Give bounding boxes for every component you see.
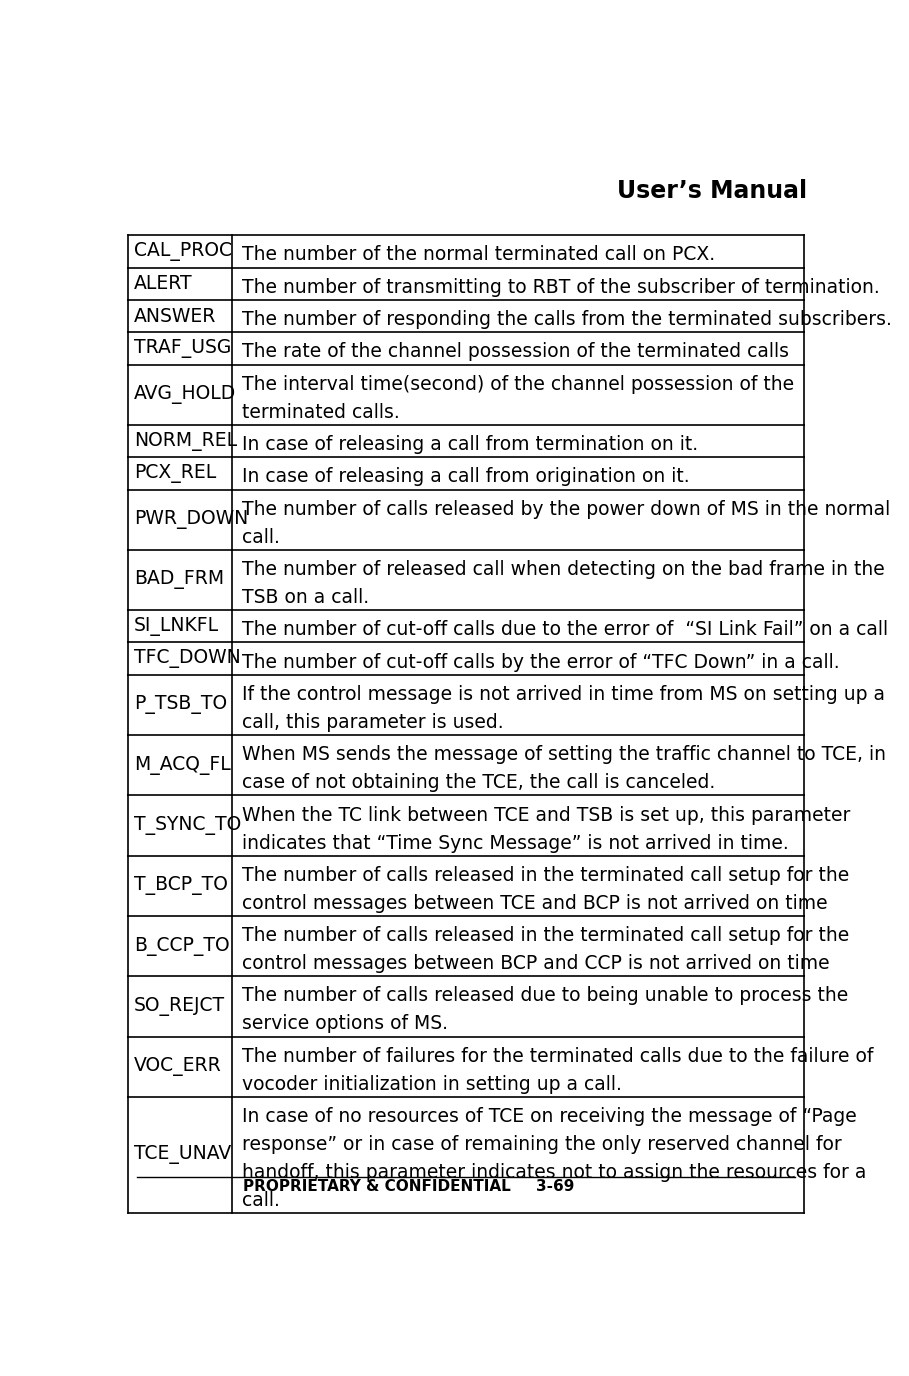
Text: case of not obtaining the TCE, the call is canceled.: case of not obtaining the TCE, the call … [242,773,715,793]
Text: AVG_HOLD: AVG_HOLD [134,385,236,405]
Text: TCE_UNAV: TCE_UNAV [134,1145,231,1164]
Text: CAL_PROC: CAL_PROC [134,242,232,261]
Text: NORM_REL: NORM_REL [134,432,237,450]
Text: T_BCP_TO: T_BCP_TO [134,877,227,896]
Text: T_SYNC_TO: T_SYNC_TO [134,816,241,835]
Text: The number of transmitting to RBT of the subscriber of termination.: The number of transmitting to RBT of the… [242,278,880,297]
Text: User’s Manual: User’s Manual [617,179,807,204]
Text: When the TC link between TCE and TSB is set up, this parameter: When the TC link between TCE and TSB is … [242,805,850,824]
Text: TFC_DOWN: TFC_DOWN [134,649,241,669]
Text: The number of responding the calls from the terminated subscribers.: The number of responding the calls from … [242,310,892,329]
Text: The number of failures for the terminated calls due to the failure of: The number of failures for the terminate… [242,1047,874,1066]
Text: The interval time(second) of the channel possession of the: The interval time(second) of the channel… [242,374,794,394]
Text: vocoder initialization in setting up a call.: vocoder initialization in setting up a c… [242,1075,622,1094]
Text: VOC_ERR: VOC_ERR [134,1057,222,1076]
Text: control messages between TCE and BCP is not arrived on time: control messages between TCE and BCP is … [242,894,827,912]
Text: If the control message is not arrived in time from MS on setting up a: If the control message is not arrived in… [242,685,884,705]
Text: In case of releasing a call from origination on it.: In case of releasing a call from origina… [242,468,689,487]
Text: service options of MS.: service options of MS. [242,1014,448,1033]
Text: PCX_REL: PCX_REL [134,464,216,483]
Text: The number of calls released in the terminated call setup for the: The number of calls released in the term… [242,866,849,885]
Text: In case of no resources of TCE on receiving the message of “Page: In case of no resources of TCE on receiv… [242,1108,856,1126]
Text: control messages between BCP and CCP is not arrived on time: control messages between BCP and CCP is … [242,954,829,973]
Text: P_TSB_TO: P_TSB_TO [134,695,227,714]
Text: call.: call. [242,528,280,546]
Text: In case of releasing a call from termination on it.: In case of releasing a call from termina… [242,435,698,454]
Text: call.: call. [242,1190,280,1210]
Text: The number of cut-off calls due to the error of  “SI Link Fail” on a call: The number of cut-off calls due to the e… [242,621,888,640]
Text: PROPRIETARY & CONFIDENTIAL: PROPRIETARY & CONFIDENTIAL [244,1179,511,1194]
Text: The number of calls released due to being unable to process the: The number of calls released due to bein… [242,987,848,1006]
Text: The number of released call when detecting on the bad frame in the: The number of released call when detecti… [242,560,884,579]
Text: handoff, this parameter indicates not to assign the resources for a: handoff, this parameter indicates not to… [242,1163,866,1182]
Text: B_CCP_TO: B_CCP_TO [134,937,229,955]
Text: call, this parameter is used.: call, this parameter is used. [242,713,504,732]
Text: SI_LNKFL: SI_LNKFL [134,616,219,636]
Text: M_ACQ_FL: M_ACQ_FL [134,755,231,775]
Text: The number of calls released by the power down of MS in the normal: The number of calls released by the powe… [242,499,890,519]
Text: The number of the normal terminated call on PCX.: The number of the normal terminated call… [242,245,714,264]
Text: TRAF_USG: TRAF_USG [134,338,231,358]
Text: The rate of the channel possession of the terminated calls: The rate of the channel possession of th… [242,343,789,362]
Text: terminated calls.: terminated calls. [242,403,399,421]
Text: PWR_DOWN: PWR_DOWN [134,510,248,530]
Text: ALERT: ALERT [134,274,193,293]
Text: BAD_FRM: BAD_FRM [134,571,224,589]
Text: 3-69: 3-69 [536,1179,574,1194]
Text: The number of calls released in the terminated call setup for the: The number of calls released in the term… [242,926,849,945]
Text: When MS sends the message of setting the traffic channel to TCE, in: When MS sends the message of setting the… [242,746,885,764]
Text: The number of cut-off calls by the error of “TFC Down” in a call.: The number of cut-off calls by the error… [242,652,839,671]
Text: response” or in case of remaining the only reserved channel for: response” or in case of remaining the on… [242,1135,842,1154]
Text: TSB on a call.: TSB on a call. [242,588,369,607]
Text: SO_REJCT: SO_REJCT [134,996,225,1015]
Text: indicates that “Time Sync Message” is not arrived in time.: indicates that “Time Sync Message” is no… [242,834,788,853]
Text: ANSWER: ANSWER [134,307,216,326]
